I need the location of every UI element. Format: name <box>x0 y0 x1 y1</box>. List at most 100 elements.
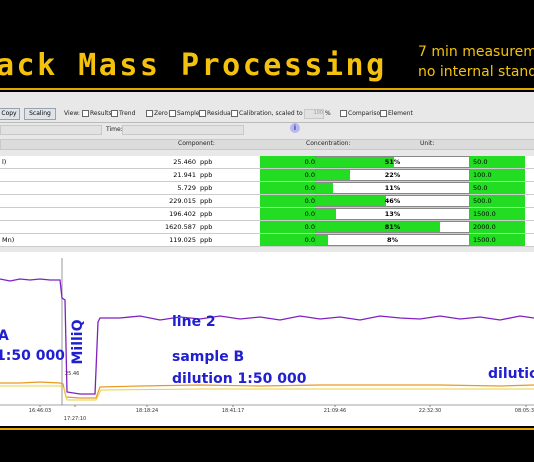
field <box>0 125 102 135</box>
trend-line-orange <box>0 381 534 399</box>
separator <box>0 122 534 123</box>
time-label: Time: <box>106 126 123 133</box>
percent: 22% <box>384 171 401 179</box>
unit: ppb <box>200 223 213 231</box>
copy-button[interactable]: Copy <box>0 108 20 120</box>
measured-value: 21.941 <box>173 171 196 179</box>
info-icon[interactable]: i <box>290 123 300 133</box>
table-row: 5.729 ppb 0.0 11% 50.0 <box>0 182 534 195</box>
plot-background <box>0 252 534 426</box>
trend-checkbox[interactable]: Trend <box>111 110 135 117</box>
scaling-button[interactable]: Scaling <box>24 108 56 120</box>
unit-label: Unit: <box>420 140 435 147</box>
element-name <box>2 208 132 220</box>
unit: ppb <box>200 236 213 244</box>
bar <box>316 209 336 219</box>
unit: ppb <box>200 158 213 166</box>
trend-line-yellow <box>0 385 534 401</box>
bar <box>316 157 395 167</box>
residual-checkbox[interactable]: Residual <box>199 110 232 117</box>
banner-subtitle: no internal standar <box>418 64 534 80</box>
bar-cell: 11% <box>315 182 470 194</box>
label: Residual <box>207 110 233 117</box>
percent: 13% <box>384 210 401 218</box>
annotation: 1:50 000 <box>0 348 65 364</box>
label: Comparison <box>348 110 384 117</box>
x-axis-label: 18:18:24 <box>136 408 158 414</box>
trend-chart: 25.46 16:46:03 17:27:10 18:18:24 18:41:17 21… <box>0 252 534 426</box>
bar <box>316 196 387 206</box>
concentration-cell: 100.0 <box>470 169 525 181</box>
percent: 81% <box>384 223 401 231</box>
element-name <box>2 169 132 181</box>
percent: 11% <box>384 184 401 192</box>
results-checkbox[interactable]: Results <box>82 110 112 117</box>
element-name <box>2 221 132 233</box>
element-checkbox[interactable]: Element <box>380 110 413 117</box>
comparison-checkbox[interactable]: Comparison <box>340 110 384 117</box>
label: Trend <box>119 110 136 117</box>
bar <box>316 170 350 180</box>
table-row: l) 25.460 ppb 0.0 51% 50.0 <box>0 156 534 169</box>
concentration-cell: 50.0 <box>470 156 525 168</box>
component-label: Component: <box>178 140 215 147</box>
zero-checkbox[interactable]: Zero <box>146 110 168 117</box>
bar-cell: 22% <box>315 169 470 181</box>
banner-title: ack Mass Processing <box>0 48 387 83</box>
scale-input[interactable]: 100 <box>304 109 324 119</box>
annotation: sample B <box>172 349 244 365</box>
table-row: 1620.587 ppb 0.0 81% 2000.0 <box>0 221 534 234</box>
time-field <box>122 125 244 135</box>
unit: ppb <box>200 197 213 205</box>
unit: ppb <box>200 184 213 192</box>
annotation: dilution <box>488 366 534 382</box>
element-name <box>2 195 132 207</box>
footer-rule <box>0 428 534 430</box>
view-label: View: <box>64 110 80 117</box>
concentration-cell: 50.0 <box>470 182 525 194</box>
unit: ppb <box>200 210 213 218</box>
measured-value: 1620.587 <box>164 223 196 231</box>
annotation: MilliQ <box>70 319 86 364</box>
annotation: A <box>0 328 9 344</box>
bar-cell: 51% <box>315 156 470 168</box>
annotation: dilution 1:50 000 <box>172 371 307 387</box>
table-row: 196.402 ppb 0.0 13% 1500.0 <box>0 208 534 221</box>
element-name: l) <box>2 158 7 166</box>
measured-value: 229.015 <box>169 197 196 205</box>
percent: 46% <box>384 197 401 205</box>
measured-value: 119.025 <box>169 236 196 244</box>
percent: 8% <box>386 236 399 244</box>
banner <box>0 0 534 92</box>
bar <box>316 222 440 232</box>
cursor-value: 25.46 <box>65 371 79 377</box>
table-row: 21.941 ppb 0.0 22% 100.0 <box>0 169 534 182</box>
bar <box>316 235 329 245</box>
measured-value: 196.402 <box>169 210 196 218</box>
sample-checkbox[interactable]: Sample <box>169 110 200 117</box>
zero-cell: 0.0 <box>260 221 315 233</box>
label: Sample <box>177 110 200 117</box>
measured-value: 5.729 <box>177 184 196 192</box>
unit: ppb <box>200 171 213 179</box>
zero-cell: 0.0 <box>260 234 315 246</box>
x-axis-label: 22:32:30 <box>419 408 441 414</box>
x-axis-label: 16:46:03 <box>29 408 51 414</box>
bar-cell: 8% <box>315 234 470 246</box>
measured-value: 25.460 <box>173 158 196 166</box>
zero-cell: 0.0 <box>260 195 315 207</box>
percent-label: % <box>325 110 331 117</box>
element-name <box>2 182 132 194</box>
concentration-cell: 500.0 <box>470 195 525 207</box>
banner-rule <box>0 88 534 90</box>
label: Zero <box>154 110 168 117</box>
table-row: Mn) 119.025 ppb 0.0 8% 1500.0 <box>0 234 534 247</box>
label: Element <box>388 110 413 117</box>
table-row: 229.015 ppb 0.0 46% 500.0 <box>0 195 534 208</box>
concentration-cell: 1500.0 <box>470 234 525 246</box>
header-row <box>0 139 534 150</box>
footer-band <box>0 426 534 462</box>
calibration-checkbox[interactable]: Calibration, scaled to <box>231 110 303 117</box>
bar <box>316 183 333 193</box>
x-axis-label: 08:05:37 <box>515 408 534 414</box>
